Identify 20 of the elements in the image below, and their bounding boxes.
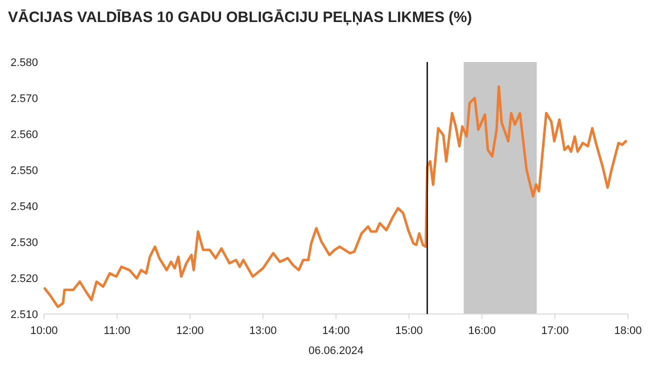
x-axis-title: 06.06.2024: [308, 345, 364, 357]
x-tick-label: 17:00: [541, 325, 569, 337]
y-tick-label: 2.540: [10, 201, 38, 213]
x-tick-label: 18:00: [614, 325, 642, 337]
x-tick-label: 13:00: [249, 325, 277, 337]
chart-title: VĀCIJAS VALDĪBAS 10 GADU OBLIGĀCIJU PEĻŅAS LIKMES (%): [8, 9, 472, 26]
y-tick-label: 2.520: [10, 273, 38, 285]
x-tick-label: 10:00: [30, 325, 58, 337]
y-tick-label: 2.570: [10, 93, 38, 105]
y-tick-label: 2.510: [10, 309, 38, 321]
x-tick-label: 15:00: [395, 325, 423, 337]
x-tick-label: 16:00: [468, 325, 496, 337]
y-tick-label: 2.550: [10, 165, 38, 177]
x-tick-label: 12:00: [176, 325, 204, 337]
y-tick-label: 2.530: [10, 237, 38, 249]
x-tick-label: 14:00: [322, 325, 350, 337]
x-tick-label: 11:00: [104, 325, 130, 337]
y-tick-label: 2.560: [10, 129, 38, 141]
line-series: [43, 85, 628, 308]
y-tick-label: 2.580: [10, 57, 38, 69]
